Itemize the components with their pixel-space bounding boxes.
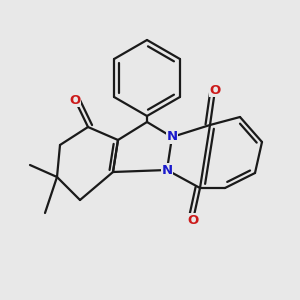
Text: O: O bbox=[188, 214, 199, 226]
Text: O: O bbox=[209, 83, 220, 97]
Text: O: O bbox=[69, 94, 81, 106]
Text: N: N bbox=[161, 164, 172, 176]
Text: N: N bbox=[167, 130, 178, 143]
